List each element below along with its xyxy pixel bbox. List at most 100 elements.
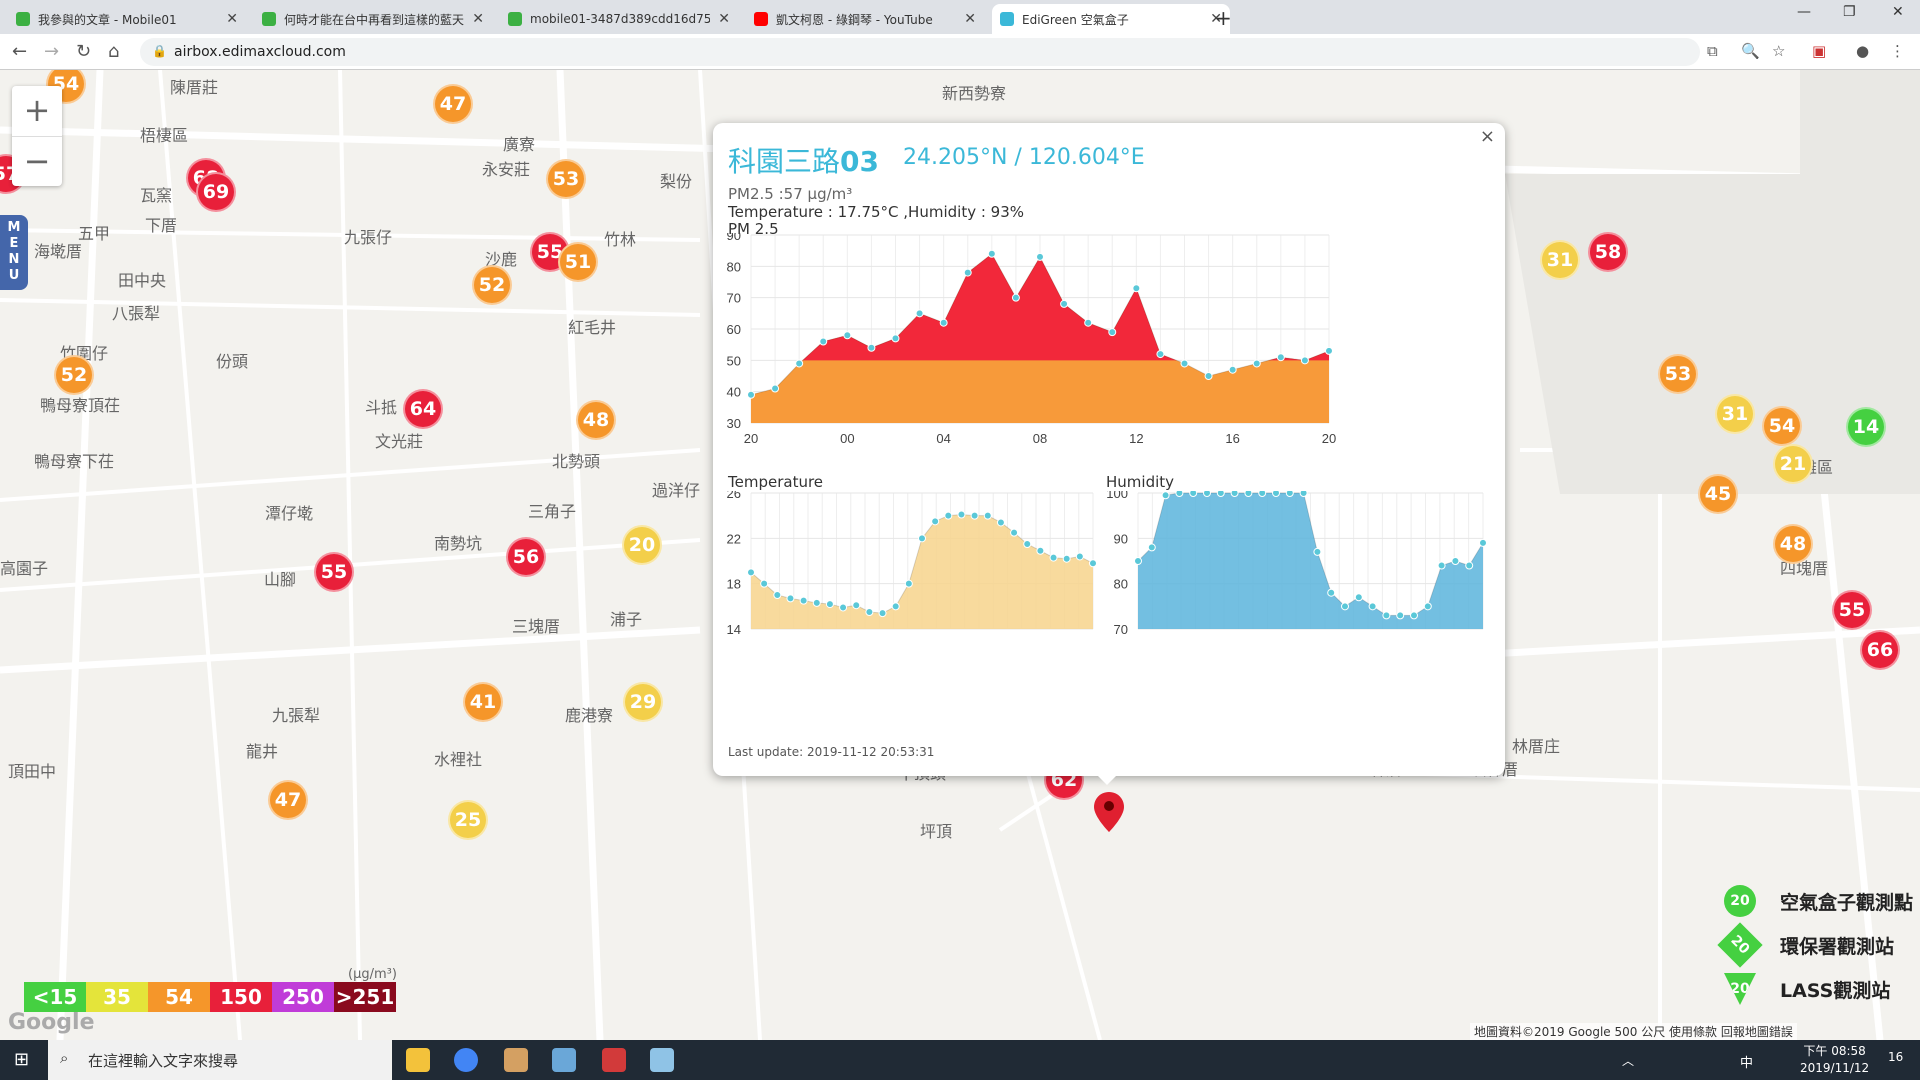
address-bar[interactable]: 🔒 airbox.edimaxcloud.com xyxy=(140,38,1700,66)
close-icon[interactable]: × xyxy=(1479,126,1495,147)
place-label: 五甲 xyxy=(78,224,111,243)
map-canvas[interactable]: 陳厝莊 梧棲區 瓦窯 下厝 五甲 海墘厝 田中央 八張犁 竹圍仔 份頭 鴨母寮頂茌 鴨母寮下茌 潭仔墘高… xyxy=(0,70,1920,1040)
app-icon-4[interactable] xyxy=(650,1048,674,1072)
airbox-marker[interactable]: 29 xyxy=(623,682,663,722)
place-label: 瓦窯 xyxy=(140,186,173,205)
back-icon[interactable]: ← xyxy=(12,41,28,62)
app-icon-3[interactable] xyxy=(602,1048,626,1072)
taskbar-search[interactable]: ⌕ 在這裡輸入文字來搜尋 xyxy=(48,1040,392,1080)
station-coordinates: 24.205°N / 120.604°E xyxy=(903,145,1145,170)
airbox-marker[interactable]: 53 xyxy=(546,159,586,199)
airbox-marker[interactable]: 14 xyxy=(1846,407,1886,447)
data-point xyxy=(1276,353,1285,362)
airbox-marker[interactable]: 20 xyxy=(622,525,662,565)
data-point xyxy=(904,579,913,588)
airbox-marker[interactable]: 48 xyxy=(1773,524,1813,564)
map-attribution[interactable]: 地圖資料©2019 Google 500 公尺 使用條款 回報地圖錯誤 xyxy=(1470,1023,1797,1040)
airbox-marker[interactable]: 69 xyxy=(196,172,236,212)
airbox-marker[interactable]: 53 xyxy=(1658,354,1698,394)
tab-3[interactable]: 凱文柯恩 - 綠鋼琴 - YouTube ✕ xyxy=(746,4,984,34)
tab-close-icon[interactable]: ✕ xyxy=(964,11,976,27)
windows-start-icon[interactable]: ⊞ xyxy=(14,1049,30,1070)
airbox-marker[interactable]: 52 xyxy=(472,265,512,305)
y-tick-label: 70 xyxy=(727,291,741,306)
app-icon[interactable] xyxy=(504,1048,528,1072)
notification-badge[interactable]: 16 xyxy=(1888,1050,1904,1064)
home-icon[interactable]: ⌂ xyxy=(108,41,120,62)
reload-icon[interactable]: ↻ xyxy=(76,41,92,62)
airbox-marker[interactable]: 58 xyxy=(1588,232,1628,272)
tray-chevron-icon[interactable]: ︿ xyxy=(1622,1054,1635,1068)
minimize-icon[interactable]: — xyxy=(1797,4,1811,20)
tab-close-icon[interactable]: ✕ xyxy=(1210,11,1222,27)
menu-dots-icon[interactable]: ⋮ xyxy=(1890,42,1905,60)
translate-icon[interactable]: ⧉ xyxy=(1707,42,1718,60)
tab-0[interactable]: 我參與的文章 - Mobile01 ✕ xyxy=(8,4,246,34)
tab-4[interactable]: EdiGreen 空氣盒子 ✕ xyxy=(992,4,1230,34)
airbox-marker[interactable]: 66 xyxy=(1860,630,1900,670)
airbox-marker[interactable]: 64 xyxy=(403,389,443,429)
zoom-out-button[interactable]: − xyxy=(12,136,62,186)
airbox-marker[interactable]: 41 xyxy=(463,682,503,722)
data-point xyxy=(891,334,900,343)
data-point xyxy=(1382,611,1391,620)
taskbar-clock[interactable]: 下午 08:58 2019/11/12 xyxy=(1800,1043,1869,1077)
airbox-marker[interactable]: 45 xyxy=(1698,474,1738,514)
legend-station-badge: 20 xyxy=(1724,885,1756,917)
y-tick-label: 40 xyxy=(727,385,741,400)
airbox-marker[interactable]: 54 xyxy=(1762,406,1802,446)
place-label: 高園子 xyxy=(0,559,49,578)
data-point xyxy=(867,343,876,352)
data-point xyxy=(957,510,966,519)
extension-icon[interactable]: ▣ xyxy=(1812,42,1827,60)
popup-tail xyxy=(1093,771,1121,785)
airbox-marker[interactable]: 55 xyxy=(1832,590,1872,630)
file-explorer-icon[interactable] xyxy=(406,1048,430,1072)
tab-1[interactable]: 何時才能在台中再看到這樣的藍天 ✕ xyxy=(254,4,492,34)
place-label: 三塊厝 xyxy=(512,617,561,636)
bookmark-star-icon[interactable]: ☆ xyxy=(1772,42,1786,60)
airbox-marker[interactable]: 47 xyxy=(433,84,473,124)
airbox-marker[interactable]: 47 xyxy=(268,780,308,820)
place-label: 田中央 xyxy=(118,271,167,290)
tab-close-icon[interactable]: ✕ xyxy=(226,11,238,27)
legend-bin: <15 xyxy=(24,982,86,1012)
airbox-marker[interactable]: 52 xyxy=(54,355,94,395)
close-window-icon[interactable]: ✕ xyxy=(1892,4,1904,20)
airbox-marker[interactable]: 48 xyxy=(576,400,616,440)
new-tab-button[interactable]: + xyxy=(1215,6,1232,30)
data-point xyxy=(931,517,940,526)
chrome-icon[interactable] xyxy=(454,1048,478,1072)
maximize-icon[interactable]: ❐ xyxy=(1843,4,1856,20)
y-tick-label: 100 xyxy=(1106,491,1128,501)
airbox-marker[interactable]: 56 xyxy=(506,537,546,577)
tab-2[interactable]: mobile01-3487d389cdd16d75 ✕ xyxy=(500,4,738,34)
place-label: 永安莊 xyxy=(482,160,531,179)
zoom-icon[interactable]: 🔍 xyxy=(1741,42,1760,60)
data-point xyxy=(1036,252,1044,261)
station-popup: × 科園三路03 24.205°N / 120.604°E PM2.5 :57 … xyxy=(713,123,1505,785)
airbox-marker[interactable]: 51 xyxy=(558,242,598,282)
airbox-marker[interactable]: 31 xyxy=(1540,240,1580,280)
lock-icon: 🔒 xyxy=(152,44,167,58)
tab-title: 我參與的文章 - Mobile01 xyxy=(38,12,177,27)
temperature-chart-title: Temperature xyxy=(728,473,824,491)
tab-close-icon[interactable]: ✕ xyxy=(718,11,730,27)
app-icon-2[interactable] xyxy=(552,1048,576,1072)
forward-icon[interactable]: → xyxy=(44,41,60,62)
data-point xyxy=(1423,602,1432,611)
tab-close-icon[interactable]: ✕ xyxy=(472,11,484,27)
ime-indicator[interactable]: 中 xyxy=(1740,1056,1754,1071)
airbox-marker[interactable]: 31 xyxy=(1715,394,1755,434)
airbox-marker[interactable]: 55 xyxy=(314,552,354,592)
airbox-marker[interactable]: 21 xyxy=(1773,444,1813,484)
zoom-in-button[interactable]: + xyxy=(23,91,51,129)
account-icon[interactable]: ● xyxy=(1856,42,1870,60)
airbox-marker[interactable]: 25 xyxy=(448,800,488,840)
selected-location-pin-icon[interactable] xyxy=(1094,792,1124,832)
data-point xyxy=(1228,365,1237,374)
y-tick-label: 60 xyxy=(727,322,741,337)
data-point xyxy=(1299,491,1308,497)
